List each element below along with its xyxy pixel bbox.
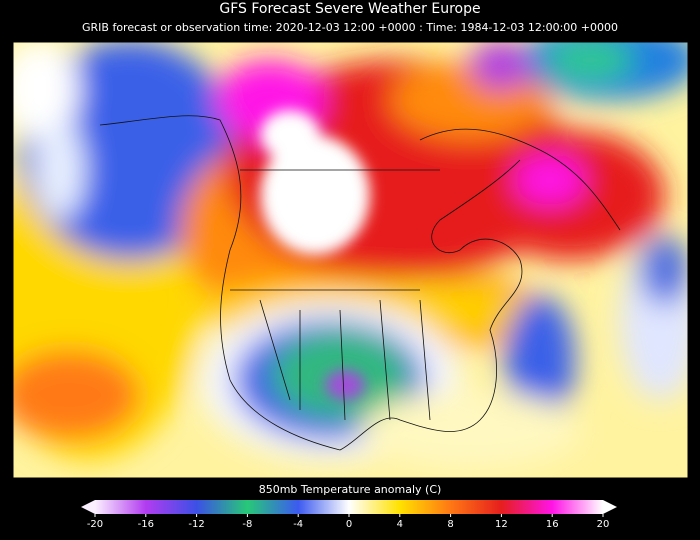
colorbar-tick-label: -16: [138, 519, 154, 530]
colorbar-tick-label: 16: [546, 519, 559, 530]
colorbar-tick-label: 4: [397, 519, 403, 530]
title: GFS Forecast Severe Weather Europe: [219, 1, 480, 17]
colorbar-tick-label: 8: [447, 519, 453, 530]
colorbar: [95, 500, 603, 514]
colorbar-tick-label: -8: [242, 519, 252, 530]
colorbar-extend-low: [81, 500, 95, 514]
colorbar-tick-label: -12: [188, 519, 204, 530]
colorbar-tick-label: -20: [87, 519, 103, 530]
colorbar-extend-high: [603, 500, 617, 514]
subtitle: GRIB forecast or observation time: 2020-…: [82, 21, 618, 34]
colorbar-tick-label: 0: [346, 519, 352, 530]
colorbar-tick-label: -4: [293, 519, 303, 530]
temperature-map: [13, 42, 688, 478]
colorbar-tick-label: 12: [495, 519, 508, 530]
colorbar-tick-label: 20: [597, 519, 610, 530]
map-frame: [12, 41, 689, 479]
colorbar-label: 850mb Temperature anomaly (C): [259, 483, 442, 496]
